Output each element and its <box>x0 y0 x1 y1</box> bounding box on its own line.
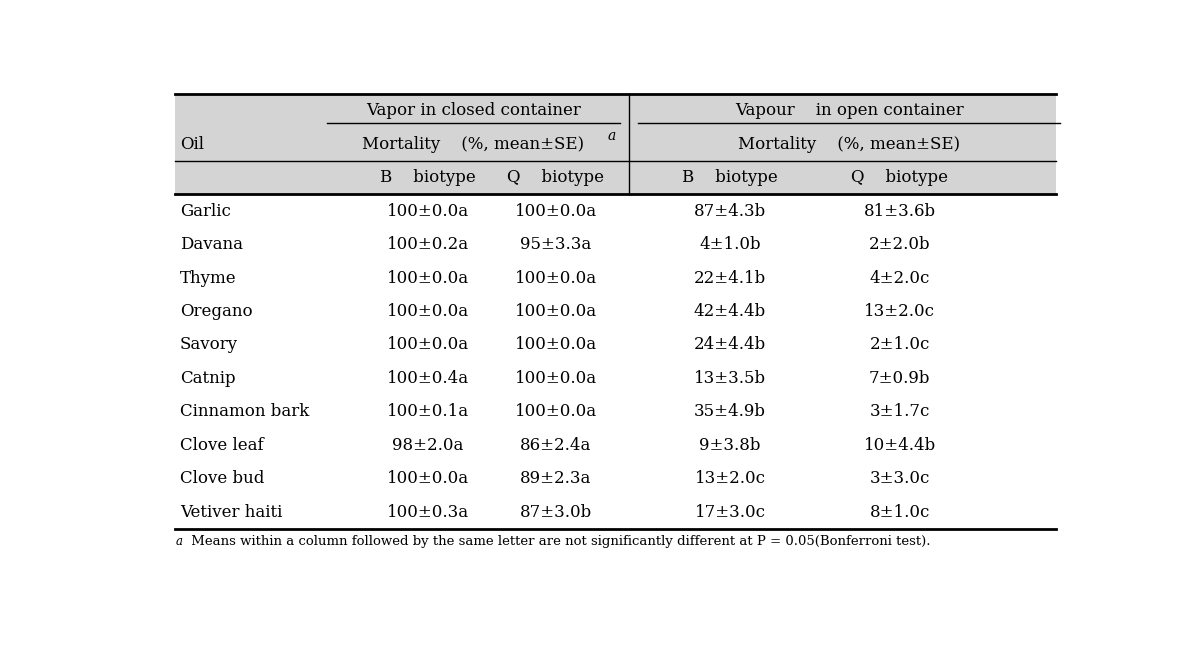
Text: B    biotype: B biotype <box>683 169 778 186</box>
Text: a: a <box>607 129 615 143</box>
Text: Thyme: Thyme <box>180 270 237 287</box>
Text: 100±0.0a: 100±0.0a <box>515 403 597 420</box>
Text: 100±0.0a: 100±0.0a <box>387 303 468 320</box>
Text: 100±0.4a: 100±0.4a <box>387 370 468 387</box>
Text: 24±4.4b: 24±4.4b <box>694 336 767 353</box>
Text: 9±3.8b: 9±3.8b <box>699 437 761 454</box>
Text: 42±4.4b: 42±4.4b <box>694 303 767 320</box>
Text: Q    biotype: Q biotype <box>852 169 948 186</box>
Text: 100±0.0a: 100±0.0a <box>515 203 597 220</box>
Text: 87±4.3b: 87±4.3b <box>694 203 767 220</box>
Text: B    biotype: B biotype <box>380 169 476 186</box>
Text: Q    biotype: Q biotype <box>508 169 605 186</box>
Bar <box>175 128 1055 161</box>
Text: Davana: Davana <box>180 236 243 253</box>
Text: Clove leaf: Clove leaf <box>180 437 264 454</box>
Text: 100±0.3a: 100±0.3a <box>387 503 468 520</box>
Text: 100±0.0a: 100±0.0a <box>387 336 468 353</box>
Text: 2±1.0c: 2±1.0c <box>870 336 930 353</box>
Text: 89±2.3a: 89±2.3a <box>521 470 592 487</box>
Text: Mortality    (%, mean±SE): Mortality (%, mean±SE) <box>362 136 584 153</box>
Text: 3±3.0c: 3±3.0c <box>870 470 930 487</box>
Text: 13±2.0c: 13±2.0c <box>864 303 936 320</box>
Text: Mortality    (%, mean±SE): Mortality (%, mean±SE) <box>738 136 961 153</box>
Text: 100±0.0a: 100±0.0a <box>515 303 597 320</box>
Bar <box>175 94 1055 128</box>
Text: Oil: Oil <box>180 136 203 153</box>
Text: 22±4.1b: 22±4.1b <box>694 270 767 287</box>
Text: Vapour    in open container: Vapour in open container <box>735 103 964 119</box>
Text: 87±3.0b: 87±3.0b <box>519 503 592 520</box>
Text: 7±0.9b: 7±0.9b <box>870 370 930 387</box>
Text: 100±0.0a: 100±0.0a <box>515 370 597 387</box>
Text: 13±3.5b: 13±3.5b <box>694 370 767 387</box>
Text: 13±2.0c: 13±2.0c <box>694 470 765 487</box>
Text: 100±0.1a: 100±0.1a <box>387 403 468 420</box>
Text: a: a <box>175 535 182 548</box>
Text: 100±0.0a: 100±0.0a <box>387 470 468 487</box>
Text: Cinnamon bark: Cinnamon bark <box>180 403 309 420</box>
Text: Oregano: Oregano <box>180 303 253 320</box>
Text: 2±2.0b: 2±2.0b <box>868 236 931 253</box>
Text: 4±2.0c: 4±2.0c <box>870 270 930 287</box>
Text: Savory: Savory <box>180 336 238 353</box>
Text: 100±0.2a: 100±0.2a <box>387 236 468 253</box>
Text: 86±2.4a: 86±2.4a <box>521 437 592 454</box>
Text: 3±1.7c: 3±1.7c <box>870 403 930 420</box>
Bar <box>175 161 1055 195</box>
Text: Garlic: Garlic <box>180 203 231 220</box>
Text: 100±0.0a: 100±0.0a <box>515 270 597 287</box>
Text: 81±3.6b: 81±3.6b <box>864 203 936 220</box>
Text: 17±3.0c: 17±3.0c <box>694 503 765 520</box>
Text: 98±2.0a: 98±2.0a <box>392 437 464 454</box>
Text: 100±0.0a: 100±0.0a <box>515 336 597 353</box>
Text: Vapor in closed container: Vapor in closed container <box>366 103 581 119</box>
Text: 35±4.9b: 35±4.9b <box>694 403 767 420</box>
Text: Clove bud: Clove bud <box>180 470 264 487</box>
Text: 8±1.0c: 8±1.0c <box>870 503 930 520</box>
Text: 10±4.4b: 10±4.4b <box>864 437 936 454</box>
Text: 100±0.0a: 100±0.0a <box>387 270 468 287</box>
Text: 95±3.3a: 95±3.3a <box>521 236 592 253</box>
Text: 4±1.0b: 4±1.0b <box>699 236 761 253</box>
Text: Means within a column followed by the same letter are not significantly differen: Means within a column followed by the sa… <box>187 535 931 548</box>
Text: Vetiver haiti: Vetiver haiti <box>180 503 283 520</box>
Text: Catnip: Catnip <box>180 370 235 387</box>
Text: 100±0.0a: 100±0.0a <box>387 203 468 220</box>
